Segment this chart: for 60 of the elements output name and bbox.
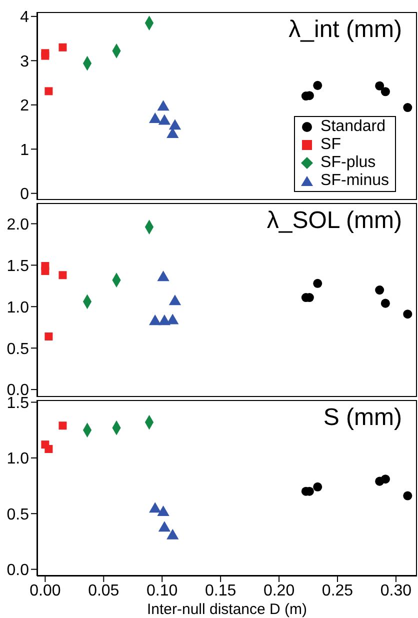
point	[380, 87, 390, 96]
y-tick-label: 2	[20, 98, 30, 115]
point	[149, 112, 162, 123]
y-tick-label: 0.5	[6, 506, 30, 524]
point	[313, 482, 322, 492]
chart-title: λ_int (mm)	[288, 16, 402, 44]
legend-label: Standard	[320, 118, 386, 136]
point	[166, 528, 179, 540]
y-tick-label: 1	[20, 142, 30, 159]
point	[58, 271, 67, 280]
y-tick-label: 0.5	[6, 340, 30, 358]
point	[380, 474, 390, 484]
point	[168, 294, 182, 306]
point	[58, 422, 67, 430]
y-tick-label: 4	[20, 9, 30, 26]
y-tick-label: 1.0	[6, 299, 30, 316]
y-tick-label: 0	[20, 186, 30, 204]
point	[403, 491, 412, 500]
y-tick-label: 1.0	[6, 450, 30, 468]
point	[41, 266, 50, 275]
chart-title: S (mm)	[323, 404, 402, 432]
point	[58, 43, 67, 52]
y-tick-label: 2.0	[6, 216, 30, 234]
y-tick-label: 1.5	[6, 258, 30, 275]
point	[313, 278, 322, 288]
point	[44, 87, 53, 96]
point	[41, 52, 50, 60]
point	[403, 103, 412, 112]
point	[168, 119, 182, 130]
x-tick-label: 0.10	[146, 582, 178, 600]
point	[44, 445, 53, 454]
point	[158, 114, 171, 125]
point	[375, 286, 384, 295]
y-tick-label: 3	[20, 53, 30, 70]
y-tick-label: 1.5	[6, 394, 30, 412]
chart-title: λ_SOL (mm)	[266, 207, 402, 235]
x-tick-label: 0.30	[380, 582, 412, 600]
y-tick-label: 0.0	[6, 562, 30, 579]
point	[313, 80, 322, 90]
point	[158, 521, 171, 532]
point	[149, 502, 162, 513]
point	[380, 298, 390, 308]
x-tick-label: 0.05	[88, 582, 120, 600]
x-axis-title: Inter-null distance D (m)	[146, 601, 308, 618]
legend-label: SF-minus	[320, 172, 389, 190]
legend-label: SF	[320, 136, 341, 154]
legend-label: SF-plus	[320, 154, 376, 172]
point	[157, 505, 170, 516]
x-tick-label: 0.20	[263, 582, 295, 600]
point	[44, 332, 53, 340]
point	[157, 100, 170, 111]
point	[375, 81, 384, 90]
x-tick-label: 0.15	[205, 582, 236, 600]
point	[149, 314, 162, 326]
x-tick-label: 0.25	[322, 582, 354, 600]
point	[403, 310, 412, 319]
point	[157, 270, 170, 282]
point	[158, 314, 171, 326]
point	[166, 314, 179, 324]
x-tick-label: 0.00	[30, 582, 61, 600]
